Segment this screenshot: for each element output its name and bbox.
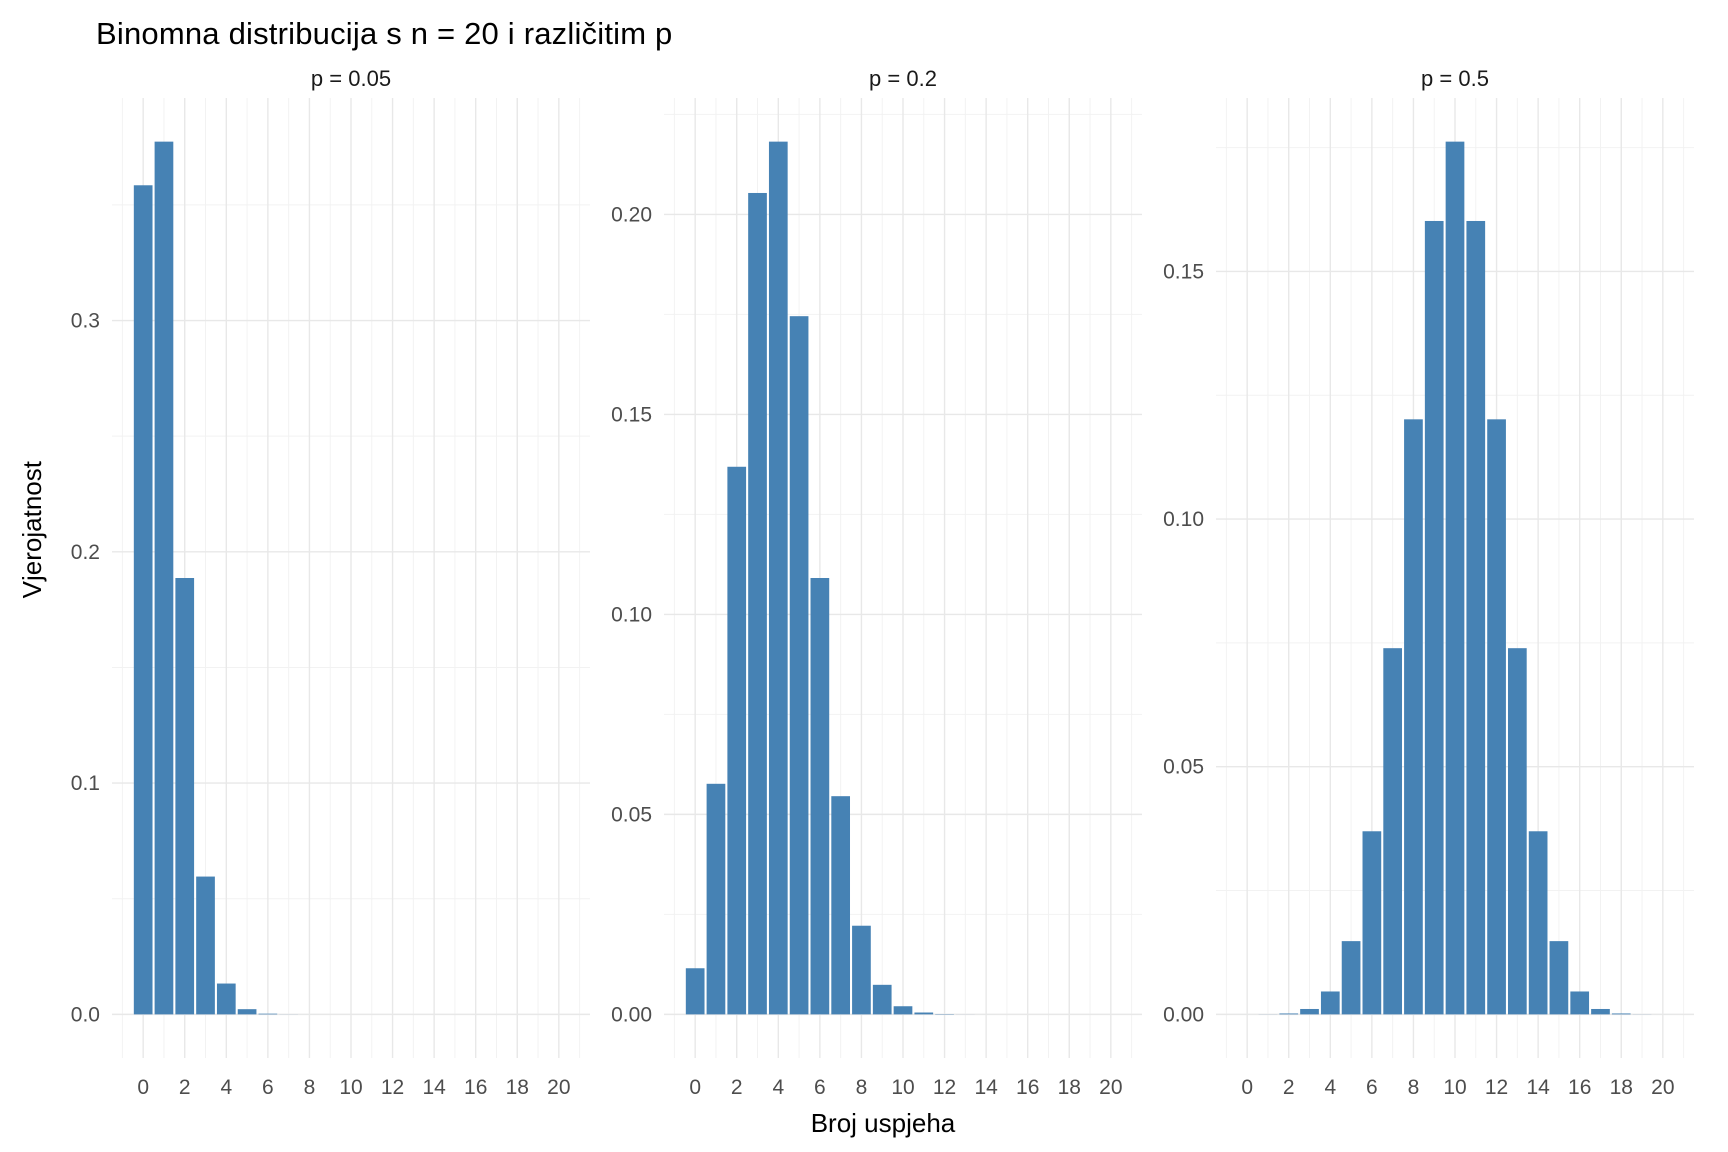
bar [1591, 1008, 1610, 1015]
bar [1383, 647, 1403, 1015]
x-tick-label: 10 [339, 1076, 362, 1099]
x-tick-label: 6 [1366, 1076, 1378, 1099]
bar [727, 466, 747, 1015]
y-axis-title-text: Vjerojatnost [16, 460, 47, 599]
x-tick-label: 8 [1408, 1076, 1420, 1099]
x-tick-label: 12 [1485, 1076, 1508, 1099]
y-tick-label: 0.20 [611, 203, 652, 226]
bar [1445, 141, 1465, 1015]
y-tick-label: 0.1 [71, 772, 100, 795]
bar [216, 983, 236, 1015]
bar [748, 192, 767, 1015]
bar [706, 783, 726, 1015]
y-tick-label: 0.00 [1163, 1003, 1204, 1026]
x-tick-label: 0 [689, 1076, 701, 1099]
facet-row: p = 0.05 0.0 0.1 0.2 0.3 0 2 4 6 8 10 12 14 16 18 20 p… [50, 64, 1702, 1106]
x-tick-label: 20 [1099, 1076, 1122, 1099]
x-tick-label: 14 [974, 1076, 998, 1099]
bar [852, 925, 871, 1015]
y-tick-label: 0.0 [71, 1003, 100, 1026]
y-tick-label: 0.00 [611, 1003, 652, 1026]
x-tick-label: 18 [1058, 1076, 1081, 1099]
x-tick-label: 0 [1241, 1076, 1253, 1099]
y-axis-title: Vjerojatnost [14, 64, 50, 1106]
x-tick-label: 16 [1568, 1076, 1591, 1099]
bar [154, 141, 174, 1015]
bar [196, 876, 215, 1015]
x-tick-label: 20 [1651, 1076, 1674, 1099]
bar [258, 1013, 278, 1015]
facet-panel: 0.00 0.05 0.10 0.15 0 2 4 6 8 10 12 14 16 18 20 [1163, 97, 1694, 1099]
x-tick-label: 2 [1283, 1076, 1295, 1099]
facet-p-0-05: p = 0.05 0.0 0.1 0.2 0.3 0 2 4 6 8 10 12 14 16 18 20 [50, 64, 590, 1106]
bar [1320, 991, 1340, 1015]
bar [1528, 830, 1548, 1015]
bar [1362, 830, 1382, 1015]
bar [872, 984, 892, 1015]
x-tick-label: 4 [772, 1076, 784, 1099]
y-tick-label: 0.2 [71, 540, 100, 563]
bar [810, 577, 830, 1015]
bar [1611, 1013, 1631, 1015]
y-tick-label: 0.3 [71, 309, 100, 332]
x-tick-label: 2 [731, 1076, 743, 1099]
bar [1487, 418, 1506, 1015]
bar [175, 577, 195, 1015]
facet-strip-label: p = 0.5 [1421, 65, 1489, 91]
facet-p-0-2: p = 0.2 0.00 0.05 0.10 0.15 0.20 0 2 4 6 8 10 12 14 1… [602, 64, 1142, 1106]
x-tick-label: 10 [1443, 1076, 1466, 1099]
bar [133, 184, 153, 1015]
y-tick-label: 0.15 [1163, 260, 1204, 283]
x-tick-label: 20 [547, 1076, 570, 1099]
x-tick-label: 8 [304, 1076, 316, 1099]
x-tick-label: 12 [381, 1076, 404, 1099]
x-tick-label: 4 [1324, 1076, 1336, 1099]
bar [831, 795, 851, 1015]
bar [685, 967, 705, 1015]
x-tick-label: 8 [856, 1076, 868, 1099]
x-tick-label: 6 [262, 1076, 274, 1099]
x-tick-label: 6 [814, 1076, 826, 1099]
x-tick-label: 14 [422, 1076, 446, 1099]
x-tick-label: 0 [137, 1076, 149, 1099]
bar [1549, 940, 1569, 1015]
x-tick-label: 14 [1526, 1076, 1550, 1099]
x-tick-label: 18 [506, 1076, 529, 1099]
y-tick-label: 0.15 [611, 403, 652, 426]
bar [893, 1005, 913, 1015]
y-tick-label: 0.05 [1163, 755, 1204, 778]
bar [1424, 220, 1444, 1015]
x-tick-label: 2 [179, 1076, 191, 1099]
bar [1570, 991, 1590, 1015]
facet-strip-label: p = 0.2 [869, 65, 937, 91]
bar [768, 141, 788, 1015]
y-tick-label: 0.05 [611, 803, 652, 826]
x-tick-label: 12 [933, 1076, 956, 1099]
bar [1404, 418, 1423, 1015]
bar [1466, 220, 1486, 1015]
facet-panel: 0.00 0.05 0.10 0.15 0.20 0 2 4 6 8 10 12 14 16 18 20 [611, 97, 1142, 1099]
facet-panel: 0.0 0.1 0.2 0.3 0 2 4 6 8 10 12 14 16 18 20 [71, 97, 590, 1099]
bar [1341, 940, 1361, 1015]
x-tick-label: 16 [1016, 1076, 1039, 1099]
x-axis-title: Broj uspjeha [810, 1107, 956, 1138]
bar [1279, 1013, 1299, 1015]
x-tick-label: 16 [464, 1076, 487, 1099]
facet-strip-label: p = 0.05 [310, 65, 392, 91]
y-tick-label: 0.10 [611, 603, 652, 626]
bar [914, 1012, 934, 1015]
bar [1507, 647, 1527, 1015]
x-tick-label: 10 [891, 1076, 914, 1099]
bar [1300, 1008, 1319, 1015]
y-tick-label: 0.10 [1163, 508, 1204, 531]
plot-body: Vjerojatnost p = 0.05 0.0 0.1 0.2 0.3 0 2 4 6 8 1… [14, 64, 1702, 1106]
facet-p-0-5: p = 0.5 0.00 0.05 0.10 0.15 0 2 4 6 8 10 12 14 16 18 2… [1154, 64, 1694, 1106]
plot-title: Binomna distribucija s n = 20 i različit… [96, 16, 673, 51]
x-tick-label: 4 [220, 1076, 232, 1099]
bar [789, 315, 809, 1015]
x-tick-label: 18 [1610, 1076, 1633, 1099]
bar [237, 1008, 257, 1015]
